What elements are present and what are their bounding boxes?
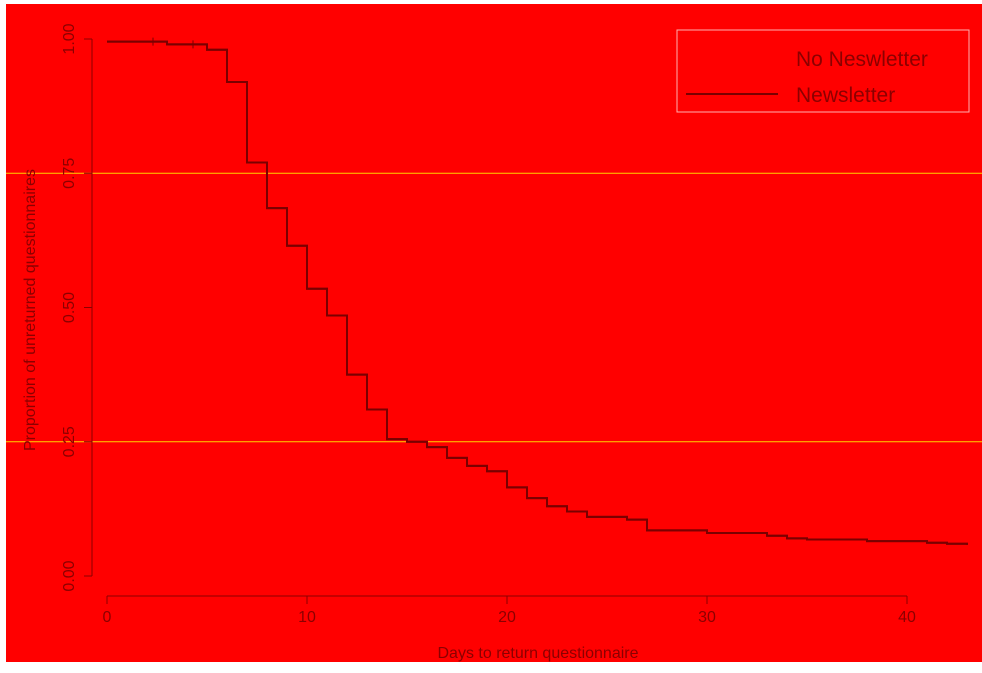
x-tick-label-0: 0 [103, 609, 112, 626]
series-line-newsletter [107, 40, 968, 545]
legend-entry-no-newsletter: No Neswletter [796, 48, 928, 71]
x-tick-label-1: 10 [298, 609, 316, 626]
y-tick-label-2: 0.50 [61, 292, 78, 323]
y-axis-label: Proportion of unreturned questionnaires [22, 169, 39, 451]
legend: No Neswletter Newsletter [676, 29, 970, 113]
y-tick-label-3: 0.75 [61, 158, 78, 189]
legend-entry-newsletter: Newsletter [796, 84, 895, 107]
x-tick-label-4: 40 [898, 609, 916, 626]
x-axis-label: Days to return questionnaire [438, 645, 639, 662]
y-tick-label-1: 0.25 [61, 426, 78, 457]
legend-box [676, 29, 970, 113]
y-tick-label-4: 1.00 [61, 23, 78, 54]
x-tick-label-3: 30 [698, 609, 716, 626]
plot-panel [6, 4, 982, 662]
x-tick-label-2: 20 [498, 609, 516, 626]
y-tick-label-0: 0.00 [61, 560, 78, 591]
